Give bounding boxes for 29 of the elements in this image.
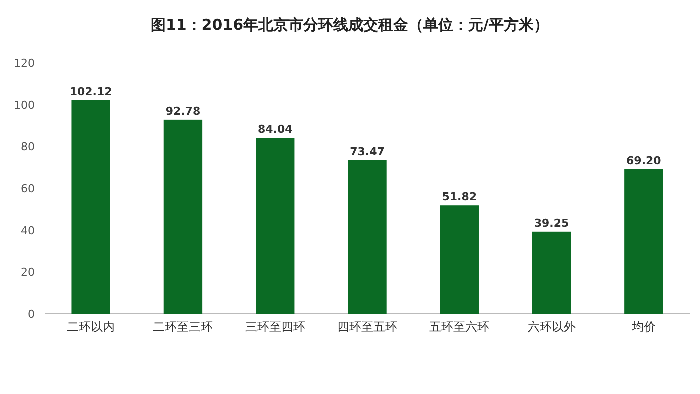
y-tick-label: 100 (14, 98, 35, 112)
bar (256, 138, 295, 314)
data-label: 73.47 (350, 145, 385, 158)
x-tick-label: 四环至五环 (338, 320, 398, 334)
bar (72, 100, 110, 314)
y-tick-label: 60 (21, 182, 35, 196)
x-tick-label: 二环以内 (67, 320, 116, 334)
data-label: 39.25 (534, 216, 570, 230)
x-tick-label: 均价 (630, 320, 656, 334)
bar (440, 206, 479, 314)
y-tick-label: 0 (28, 308, 35, 321)
chart-title: 图11：2016年北京市分环线成交租金（单位：元/平方米） (150, 16, 550, 34)
x-tick-label: 二环至三环 (153, 320, 214, 334)
x-tick-label: 六环以外 (528, 320, 576, 334)
bar (532, 232, 572, 314)
bar (624, 169, 664, 314)
y-tick-label: 40 (21, 224, 35, 238)
bar (164, 120, 203, 314)
data-label: 102.12 (70, 85, 112, 98)
y-tick-label: 80 (21, 140, 35, 154)
data-label: 92.78 (166, 104, 201, 118)
x-tick-label: 三环至四环 (245, 320, 306, 334)
y-tick-label: 20 (21, 266, 35, 280)
data-label: 51.82 (442, 190, 478, 204)
y-tick-label: 120 (14, 57, 35, 70)
x-tick-label: 五环至六环 (430, 320, 490, 334)
data-label: 84.04 (258, 123, 294, 136)
data-label: 69.20 (626, 154, 662, 168)
bar (348, 160, 387, 314)
